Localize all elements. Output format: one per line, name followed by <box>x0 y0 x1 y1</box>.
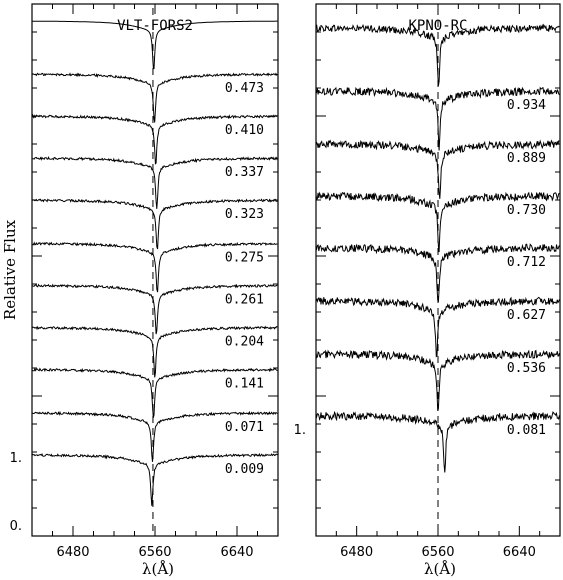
panel-title-left: VLT-FORS2 <box>117 18 193 34</box>
phase-label: 0.337 <box>225 165 264 180</box>
phase-label: 0.712 <box>507 255 546 270</box>
phase-label: 0.275 <box>225 251 264 266</box>
phase-label: 0.536 <box>507 361 546 376</box>
x-axis-label-right: λ(Å) <box>424 560 456 578</box>
x-tick-label: 6480 <box>56 545 89 560</box>
spectrum-line <box>31 72 278 123</box>
spectrum-line <box>31 20 278 70</box>
x-axis-label-left: λ(Å) <box>142 560 174 578</box>
y-tick-label-right-1: 1. <box>294 423 306 438</box>
phase-label: 0.410 <box>225 123 264 138</box>
spectrum-line <box>31 241 278 293</box>
y-axis-label: Relative Flux <box>1 219 19 320</box>
phase-label: 0.730 <box>507 203 546 218</box>
ticks-left: 6480 6560 6640 <box>32 4 278 560</box>
x-tick-label: 6560 <box>421 545 454 560</box>
spectrum-line <box>31 113 278 165</box>
phase-label: 0.009 <box>225 462 264 477</box>
phase-label: 0.261 <box>225 293 264 308</box>
phase-label: 0.627 <box>507 308 546 323</box>
phase-label: 0.323 <box>225 207 264 222</box>
x-tick-label: 6640 <box>220 545 253 560</box>
spectrum-line <box>31 325 278 378</box>
spectrum-line <box>31 283 278 335</box>
panel-kpno-rc: KPNO-RC 6480 6560 6640 0.9340.8890.7300.71… <box>294 3 561 560</box>
phase-label: 0.204 <box>225 335 264 350</box>
spectra-left: 0.473 0.410 0.337 0.323 0.275 0.261 0.204 0.141… <box>31 20 278 506</box>
spectrum-line <box>315 191 560 253</box>
phase-label: 0.889 <box>507 151 546 166</box>
spectrum-line <box>31 156 278 209</box>
spectrum-line <box>31 410 278 462</box>
spectrum-line <box>31 198 278 250</box>
spectrum-line <box>31 452 278 506</box>
spectra-right: 0.934 0.889 0.730 0.712 0.627 0.536 0.081 <box>315 23 560 473</box>
x-tick-label: 6640 <box>503 545 536 560</box>
spectrum-line <box>315 410 560 473</box>
phase-label: 0.141 <box>225 377 264 392</box>
phase-label: 0.934 <box>507 98 546 113</box>
panel-vlt-fors2: VLT-FORS2 6480 6560 6640 0.4730.4100.3370.… <box>10 3 279 560</box>
spectrum-line <box>31 367 278 418</box>
x-tick-label: 6480 <box>340 545 373 560</box>
phase-label: 0.081 <box>507 423 546 438</box>
x-tick-label: 6560 <box>138 545 171 560</box>
phase-label: 0.071 <box>225 420 264 435</box>
phase-label: 0.473 <box>225 81 264 96</box>
y-tick-label-1: 1. <box>10 451 22 466</box>
y-tick-label-0: 0. <box>10 519 22 534</box>
